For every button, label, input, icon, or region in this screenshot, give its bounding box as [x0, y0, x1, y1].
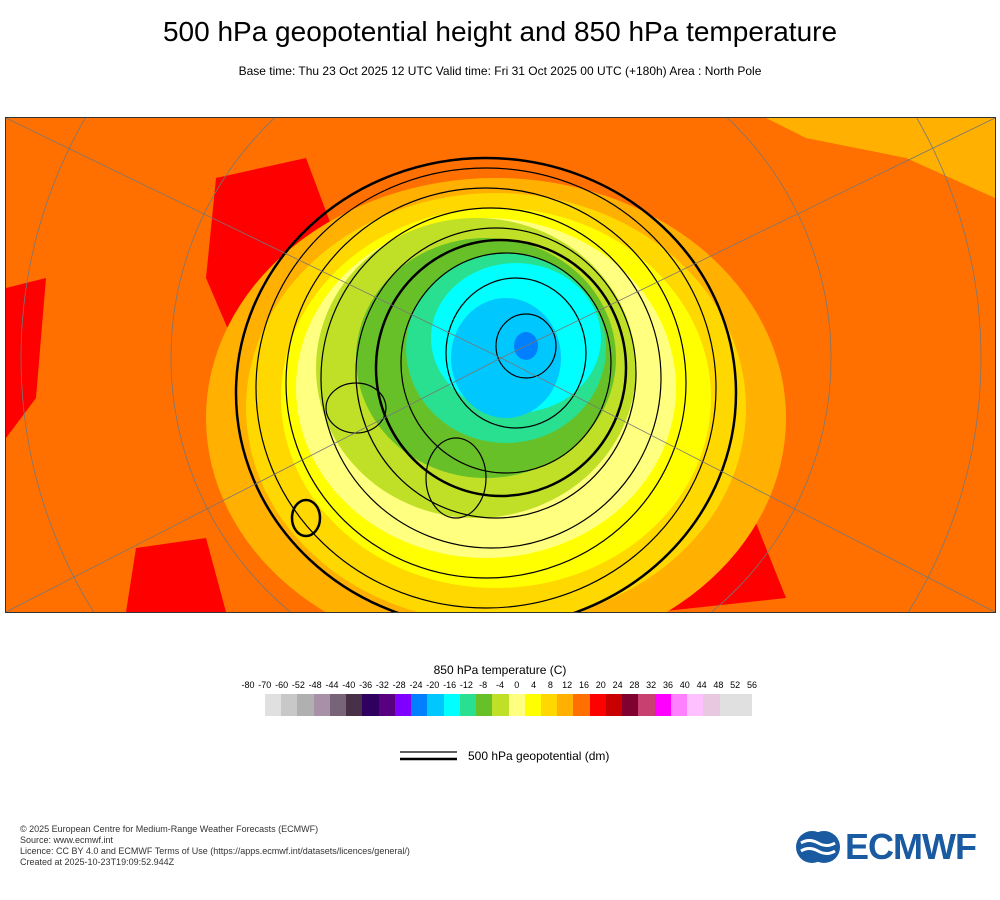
colorbar-tick-label: -52	[291, 680, 305, 690]
colorbar-tick-label: -80	[241, 680, 255, 690]
colorbar-tick-label: -8	[479, 680, 488, 690]
colorbar-cell	[346, 694, 363, 716]
colorbar-cell	[427, 694, 444, 716]
meridian	[500, 357, 995, 612]
geopotential-contour	[400, 252, 612, 474]
copyright-line: © 2025 European Centre for Medium-Range …	[20, 824, 319, 834]
colorbar-tick-label: -16	[443, 680, 457, 690]
created-line: Created at 2025-10-23T19:09:52.944Z	[20, 857, 175, 867]
colorbar-cell	[508, 694, 525, 716]
map-plot	[5, 117, 996, 613]
colorbar-tick-label: 32	[646, 680, 657, 690]
geopotential-legend-line	[400, 751, 457, 761]
colorbar-tick-label: 0	[514, 680, 520, 690]
geopotential-contour-bold	[234, 156, 738, 612]
licence-line: Licence: CC BY 4.0 and ECMWF Terms of Us…	[20, 846, 410, 856]
colorbar-cell	[492, 694, 509, 716]
colorbar-tick-label: -12	[459, 680, 473, 690]
colorbar-cell	[329, 694, 347, 716]
colorbar-tick-label: 28	[629, 680, 640, 690]
colorbar-cell	[622, 694, 639, 716]
colorbar-cell	[297, 694, 314, 716]
colorbar-tick-label: -4	[495, 680, 505, 690]
colorbar-cell	[459, 694, 477, 716]
latitude-circle	[20, 118, 982, 612]
geopotential-contour	[325, 382, 387, 434]
source-line: Source: www.ecmwf.int	[20, 835, 114, 845]
colorbar-cell	[605, 694, 623, 716]
colorbar-title: 850 hPa temperature (C)	[433, 663, 567, 677]
colorbar-cell	[524, 694, 541, 716]
geopotential-legend-label: 500 hPa geopotential (dm)	[468, 749, 610, 763]
colorbar-cell	[411, 694, 428, 716]
colorbar-tick-label: -24	[409, 680, 423, 690]
footer: © 2025 European Centre for Medium-Range …	[20, 824, 410, 868]
warm-region	[6, 278, 46, 438]
colorbar	[265, 694, 753, 716]
colorbar-tick-label: 36	[662, 680, 674, 690]
colorbar-cell	[719, 694, 736, 716]
colorbar-cell	[638, 694, 655, 716]
colorbar-tick-label: 56	[746, 680, 758, 690]
colorbar-tick-label: 44	[696, 680, 707, 690]
colorbar-tick-label: 52	[730, 680, 741, 690]
colorbar-cell	[265, 694, 282, 716]
geopotential-contour-bold	[374, 238, 628, 498]
colorbar-tick-label: -36	[359, 680, 373, 690]
colorbar-cell	[557, 694, 574, 716]
latitude-circle	[170, 118, 832, 612]
colorbar-cell	[476, 694, 493, 716]
geopotential-contour-bold	[290, 498, 322, 538]
colorbar-tick-label: 12	[562, 680, 573, 690]
colorbar-tick-label: 48	[713, 680, 724, 690]
ecmwf-logo: ECMWF	[795, 826, 977, 868]
colorbar-cell	[313, 694, 330, 716]
geopotential-contour	[355, 227, 637, 519]
colorbar-tick-label: 20	[595, 680, 606, 690]
colorbar-tick-label: 16	[578, 680, 590, 690]
colorbar-cell	[589, 694, 606, 716]
geopotential-contour	[495, 313, 557, 379]
colorbar-cell	[703, 694, 720, 716]
colorbar-tick-label: -20	[426, 680, 440, 690]
warm-region	[126, 538, 226, 612]
colorbar-tick-label: 4	[531, 680, 537, 690]
meridian	[500, 118, 995, 359]
colorbar-cell	[735, 694, 753, 716]
geopotential-contour	[320, 207, 662, 549]
colorbar-cell	[670, 694, 688, 716]
chart-title: 500 hPa geopotential height and 850 hPa …	[162, 16, 838, 47]
colorbar-cell	[378, 694, 395, 716]
colorbar-tick-label: 40	[679, 680, 690, 690]
colorbar-cell	[540, 694, 558, 716]
colorbar-tick-labels: -80 -70 -60 -52 -48 -44 -40 -36 -32 -28 -24 -20 -16-…	[240, 680, 762, 694]
colorbar-tick-label: -70	[258, 680, 272, 690]
colorbar-tick-label: -32	[375, 680, 389, 690]
colorbar-tick-label: -44	[325, 680, 339, 690]
colorbar-cell	[573, 694, 590, 716]
geopotential-contour	[285, 187, 687, 579]
colorbar-tick-label: -28	[392, 680, 406, 690]
geopotential-contour	[425, 437, 487, 519]
meridian	[6, 118, 502, 359]
warm-region	[766, 118, 995, 198]
colorbar-tick-label: -40	[342, 680, 356, 690]
colorbar-tick-label: 24	[612, 680, 623, 690]
colorbar-cell	[443, 694, 460, 716]
colorbar-cell	[687, 694, 704, 716]
colorbar-tick-label: -48	[308, 680, 322, 690]
colorbar-cell	[362, 694, 379, 716]
geopotential-contour	[255, 167, 717, 609]
colorbar-cell	[281, 694, 298, 716]
ecmwf-logo-text: ECMWF	[845, 826, 977, 867]
colorbar-cell	[394, 694, 412, 716]
temp-band-m16	[451, 298, 561, 418]
ecmwf-logo-icon	[796, 831, 840, 863]
colorbar-cell	[654, 694, 671, 716]
chart-subtitle: Base time: Thu 23 Oct 2025 12 UTC Valid …	[238, 64, 762, 78]
colorbar-tick-label: 8	[547, 680, 553, 690]
geopotential-contour	[445, 277, 587, 429]
meridian	[6, 357, 502, 612]
colorbar-tick-label: -60	[275, 680, 289, 690]
